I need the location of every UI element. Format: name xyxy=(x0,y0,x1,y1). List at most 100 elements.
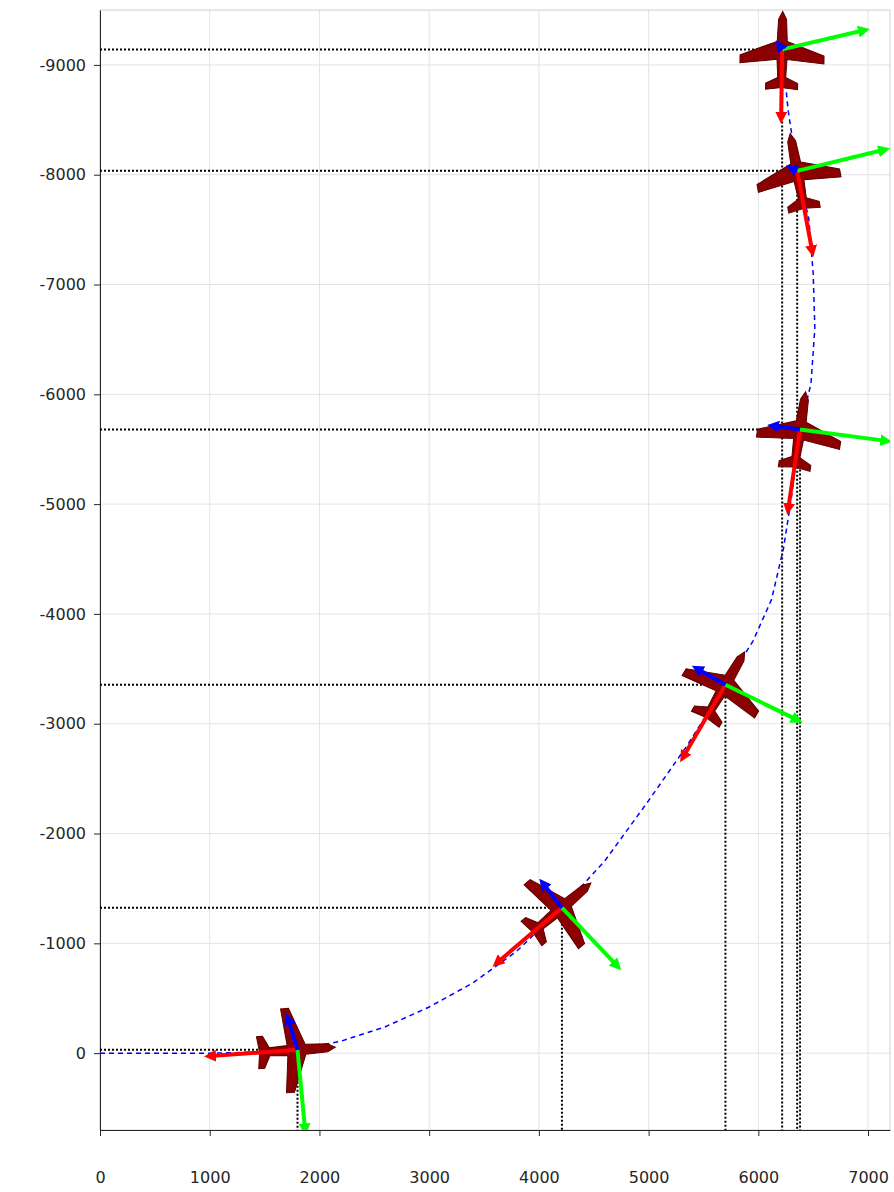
x-axis: 0 1000 2000 3000 4000 5000 6000 7000 xyxy=(95,1130,890,1187)
grid-line xyxy=(868,10,869,1130)
grid-line xyxy=(648,10,649,1130)
tick-label: 4000 xyxy=(519,1168,560,1187)
tick: -5000 xyxy=(40,495,101,514)
tick: 7000 xyxy=(848,1130,889,1187)
grid-line xyxy=(100,833,890,834)
tick: -2000 xyxy=(40,824,101,843)
projection-line xyxy=(100,907,562,909)
tick: 0 xyxy=(95,1130,105,1187)
tick-mark xyxy=(94,614,100,615)
vector xyxy=(773,426,800,430)
tick: 0 xyxy=(76,1044,100,1063)
tick: 6000 xyxy=(738,1130,779,1187)
tick-label: 2000 xyxy=(300,1168,341,1187)
tick-label: 1000 xyxy=(190,1168,231,1187)
axis-line xyxy=(100,11,101,1131)
tick-mark xyxy=(94,1053,100,1054)
tick-label: 5000 xyxy=(629,1168,670,1187)
vector xyxy=(697,669,725,685)
grid-line xyxy=(100,613,890,614)
vector xyxy=(782,30,864,49)
projection-line xyxy=(796,171,798,1130)
projection-line xyxy=(781,49,783,1130)
plot-frame xyxy=(100,10,890,1130)
vector xyxy=(497,908,562,963)
tick: 1000 xyxy=(190,1130,231,1187)
projection-line xyxy=(100,170,797,172)
tick-label: -6000 xyxy=(40,385,87,404)
grid xyxy=(100,10,890,1130)
projection-line xyxy=(561,908,563,1130)
vector xyxy=(210,1050,297,1056)
tick-label: 7000 xyxy=(848,1168,889,1187)
grid-line xyxy=(100,394,890,395)
grid-line xyxy=(209,10,210,1130)
vector xyxy=(543,883,562,907)
tick-mark xyxy=(429,1130,430,1136)
tick-label: -9000 xyxy=(40,56,87,75)
tick-mark xyxy=(94,504,100,505)
tick: -3000 xyxy=(40,714,101,733)
tick-mark xyxy=(539,1130,540,1136)
tick-label: -3000 xyxy=(40,714,87,733)
grid-line xyxy=(429,10,430,1130)
grid-line xyxy=(319,10,320,1130)
grid-line xyxy=(100,174,890,175)
vector xyxy=(562,908,617,966)
tick-label: -8000 xyxy=(40,165,87,184)
axis-line xyxy=(101,1130,891,1131)
vector xyxy=(797,150,884,171)
tick-label: -5000 xyxy=(40,495,87,514)
tick-mark xyxy=(649,1130,650,1136)
vector xyxy=(800,429,886,440)
y-axis: 0 -1000 -2000 -3000 -4000 -5000 -6000 -7000 -800… xyxy=(40,11,101,1131)
plot-area xyxy=(100,11,886,1130)
grid-line xyxy=(538,10,539,1130)
projection-line xyxy=(724,685,726,1130)
chart: 0 1000 2000 3000 4000 5000 6000 7000 0 -1000 -2000… xyxy=(0,0,894,1192)
vector xyxy=(298,1050,306,1130)
tick: 5000 xyxy=(629,1130,670,1187)
tick-mark xyxy=(94,943,100,944)
tick: -6000 xyxy=(40,385,101,404)
projection-line xyxy=(100,428,800,430)
trajectory xyxy=(100,49,815,1053)
grid-line xyxy=(100,504,890,505)
grid-line xyxy=(100,723,890,724)
tick-mark xyxy=(210,1130,211,1136)
grid-line xyxy=(758,10,759,1130)
tick: -8000 xyxy=(40,165,101,184)
tick-mark xyxy=(94,65,100,66)
grid-line xyxy=(100,284,890,285)
tick-mark xyxy=(868,1130,869,1136)
tick-label: 0 xyxy=(95,1168,105,1187)
tick-label: -7000 xyxy=(40,275,87,294)
vector xyxy=(725,685,797,720)
vector xyxy=(797,171,812,251)
tick-mark xyxy=(94,175,100,176)
tick-mark xyxy=(100,1130,101,1136)
grid-line xyxy=(100,64,890,65)
tick-mark xyxy=(94,394,100,395)
tick: -4000 xyxy=(40,605,101,624)
projection-line xyxy=(799,429,801,1130)
tick-mark xyxy=(758,1130,759,1136)
tick-label: 3000 xyxy=(409,1168,450,1187)
tick-label: 0 xyxy=(76,1044,86,1063)
vector xyxy=(791,168,797,171)
tick: -7000 xyxy=(40,275,101,294)
projection-line xyxy=(100,48,782,50)
tick-mark xyxy=(94,724,100,725)
tick-mark xyxy=(319,1130,320,1136)
tick: -1000 xyxy=(40,934,101,953)
vector xyxy=(779,45,782,49)
tick-mark xyxy=(94,834,100,835)
tick-label: -4000 xyxy=(40,605,87,624)
tick-label: -2000 xyxy=(40,824,87,843)
tick-mark xyxy=(94,285,100,286)
projection-line xyxy=(100,684,725,686)
aircraft xyxy=(255,1005,339,1094)
tick: 4000 xyxy=(519,1130,560,1187)
vector xyxy=(788,429,800,509)
tick-label: -1000 xyxy=(40,934,87,953)
